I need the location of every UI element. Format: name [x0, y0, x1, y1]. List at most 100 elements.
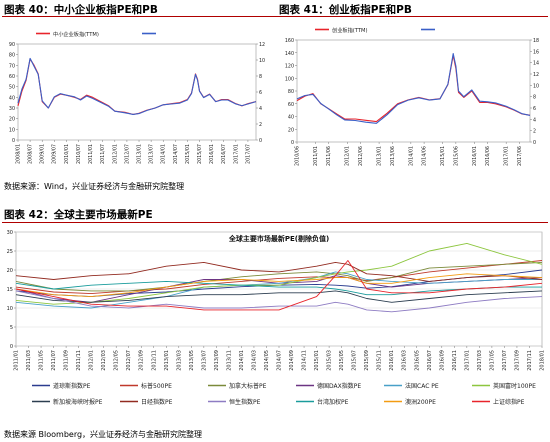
y2-tick-label-3: 6	[533, 106, 536, 112]
x-tick-label-9: 2012/07	[124, 144, 130, 164]
x-tick-label-25: 2015/03	[327, 350, 333, 371]
figure-41-caption: 图表 41：创业板指PE和PB	[279, 4, 412, 16]
y-tick-label-1: 5	[10, 325, 13, 331]
y-tick-label-2: 20	[9, 117, 15, 123]
y-tick-label-1: 10	[9, 127, 15, 133]
source-note-top: 数据来源：Wind，兴业证券经济与金融研究院整理	[4, 182, 185, 191]
y2-tick-label-0: 0	[259, 138, 262, 144]
x-tick-label-37: 2017/03	[477, 350, 483, 371]
y-tick-label-0: 0	[12, 138, 15, 144]
figure-40-chart: 0 10 20 30 40 50 60 70 80 90 0 2 4 6 8 10 12 2008/01 2008/…	[9, 30, 265, 164]
x-tick-label-7: 2011/07	[100, 144, 106, 164]
x-tick-label-14: 2015/01	[185, 144, 191, 164]
series-line-1	[15, 260, 543, 295]
x-tick-label-5: 2010/07	[76, 144, 82, 164]
x-tick-label-14: 2013/05	[189, 350, 195, 371]
x-tick-label-5: 2011/11	[76, 350, 82, 371]
x-tick-label-13: 2014/07	[173, 144, 179, 164]
y2-tick-label-2: 4	[533, 117, 536, 123]
x-tick-label-1: 2008/07	[28, 144, 34, 164]
series-line-1	[17, 57, 257, 115]
x-tick-label-24: 2015/01	[314, 350, 320, 371]
y2-tick-label-4: 8	[259, 74, 262, 80]
x-tick-label-0: 2008/01	[15, 144, 21, 164]
x-tick-label-0: 2011/01	[14, 350, 20, 371]
series-line-1	[296, 53, 531, 124]
series-line-9	[15, 280, 542, 296]
y-tick-label-5: 25	[7, 249, 13, 255]
x-tick-label-19: 2014/03	[251, 350, 257, 371]
y2-tick-label-2: 4	[259, 106, 262, 112]
x-tick-label-3: 2011/07	[51, 350, 57, 371]
legend-label-7: 日经指数PE	[141, 398, 173, 406]
y2-tick-label-7: 14	[533, 61, 539, 67]
x-tick-label-8: 2014/06	[422, 146, 428, 166]
x-tick-label-16: 2016/01	[209, 144, 215, 164]
x-tick-label-7: 2012/03	[101, 350, 107, 371]
source-note-bottom: 数据来源 Bloomberg，兴业证券经济与金融研究院整理	[4, 430, 203, 439]
x-tick-label-4: 2012/06	[358, 146, 364, 166]
y-tick-label-0: 0	[10, 344, 13, 350]
y-tick-label-4: 20	[7, 268, 13, 274]
x-tick-label-7: 2014/01	[408, 146, 414, 166]
x-tick-label-21: 2014/07	[277, 350, 283, 371]
figure-41-chart: 0 20 40 60 80 100 120 140 160 0 2 4 6 8 10 12 14 16 18 2010…	[285, 26, 539, 166]
legend-label-6: 新加坡海峡时报PE	[53, 398, 103, 406]
legend-label-9: 台湾加权PE	[317, 398, 349, 406]
x-tick-label-36: 2017/01	[464, 350, 470, 371]
x-tick-label-35: 2016/11	[452, 350, 458, 371]
middle-rule	[2, 222, 548, 223]
plot-frame	[17, 43, 257, 141]
x-tick-label-22: 2014/09	[289, 350, 295, 371]
y-tick-label-8: 80	[9, 53, 15, 59]
figure-42-caption: 图表 42：全球主要市场最新PE	[4, 209, 153, 221]
x-tick-label-20: 2014/05	[264, 350, 270, 371]
legend-label-4: 法国CAC PE	[405, 382, 439, 390]
x-tick-label-32: 2016/05	[414, 350, 420, 371]
y-tick-label-6: 120	[285, 64, 294, 70]
x-tick-label-26: 2015/05	[339, 350, 345, 371]
y2-tick-label-5: 10	[533, 83, 539, 89]
y2-tick-label-6: 12	[533, 72, 539, 78]
x-tick-label-39: 2017/07	[502, 350, 508, 371]
x-tick-label-1: 2011/03	[26, 350, 32, 371]
x-tick-label-5: 2013/01	[377, 146, 383, 166]
x-tick-label-12: 2013/01	[164, 350, 170, 371]
legend-label-8: 恒生指数PE	[229, 398, 261, 406]
x-tick-label-41: 2017/11	[527, 350, 533, 371]
y2-tick-label-4: 8	[533, 95, 536, 101]
y2-tick-label-0: 0	[533, 140, 536, 146]
y-tick-label-4: 80	[288, 89, 294, 95]
x-tick-label-23: 2014/11	[302, 350, 308, 371]
x-tick-label-11: 2012/11	[151, 350, 157, 371]
series-line-2	[15, 261, 543, 292]
y-tick-label-7: 140	[285, 51, 294, 57]
y2-tick-label-6: 12	[259, 42, 265, 48]
y2-tick-label-3: 6	[259, 90, 262, 96]
x-tick-label-15: 2015/07	[197, 144, 203, 164]
y-tick-label-1: 20	[288, 127, 294, 133]
x-tick-label-13: 2017/01	[504, 146, 510, 166]
legend-label-5: 英国富时100PE	[493, 382, 536, 390]
y-tick-label-7: 70	[9, 63, 15, 69]
top-rule	[2, 16, 548, 17]
x-tick-label-15: 2013/07	[201, 350, 207, 371]
x-tick-label-30: 2016/01	[389, 350, 395, 371]
x-tick-label-10: 2015/06	[453, 146, 459, 166]
x-tick-label-18: 2014/01	[239, 350, 245, 371]
x-tick-label-11: 2013/07	[149, 144, 155, 164]
legend-label-1: 标普500PE	[141, 382, 172, 390]
x-tick-label-11: 2016/01	[472, 146, 478, 166]
series-line-10	[15, 273, 543, 298]
x-tick-label-4: 2010/01	[64, 144, 70, 164]
x-tick-label-2: 2009/01	[40, 144, 46, 164]
legend-label-0: 中小企业板指(TTM)	[53, 30, 99, 38]
legend-label-0: 创业板指(TTM)	[332, 26, 368, 34]
legend-label-10: 澳洲200PE	[405, 398, 436, 406]
x-tick-label-34: 2016/09	[439, 350, 445, 371]
figure-40-caption: 图表 40：中小企业板指PE和PB	[4, 4, 158, 16]
x-tick-label-40: 2017/09	[514, 350, 520, 371]
x-tick-label-42: 2018/01	[540, 350, 546, 371]
x-tick-label-12: 2014/01	[161, 144, 167, 164]
x-tick-label-14: 2017/06	[517, 146, 523, 166]
